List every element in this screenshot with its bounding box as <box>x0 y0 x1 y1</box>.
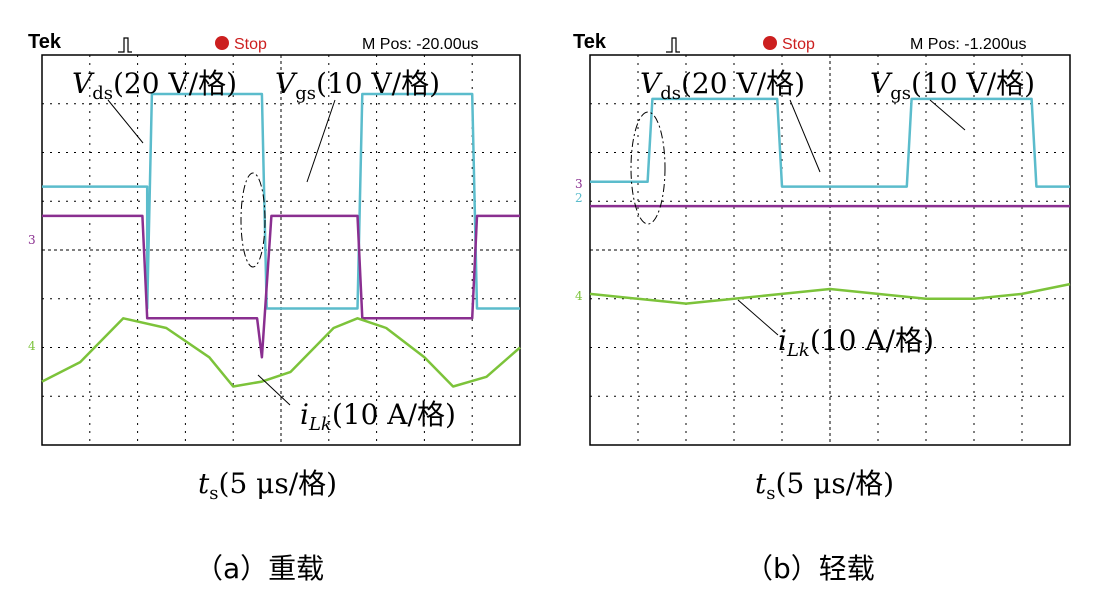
channel-4-marker: 4 <box>575 289 583 303</box>
switching-ellipse <box>630 111 666 225</box>
stop-icon <box>215 36 229 50</box>
ilk-pointer <box>737 299 779 336</box>
caption-b: （b）轻载 <box>745 552 875 585</box>
trigger-icon <box>666 37 680 53</box>
trace-ilk <box>589 282 1071 305</box>
channel-4-marker: 4 <box>28 339 36 353</box>
ilk-pointer <box>257 374 291 406</box>
ilk-label: iLk(10 A/格) <box>300 398 456 435</box>
scope-traces <box>41 92 521 388</box>
vds-pointer <box>107 99 144 144</box>
stop-icon <box>763 36 777 50</box>
scope-grid <box>41 54 521 446</box>
scope-state: Stop <box>782 36 815 53</box>
scope-grid <box>589 54 1071 446</box>
switching-ellipse <box>240 172 266 268</box>
caption-a: （a）重载 <box>195 552 324 585</box>
panel-b: Tek Stop M Pos: -1.200us 3 2 4 Vds(20 V/… <box>573 31 1071 585</box>
mpos-readout: M Pos: -20.00us <box>362 36 479 53</box>
trace-vds <box>590 97 1070 188</box>
channel-2-marker: 2 <box>575 191 583 205</box>
vds-label: Vds(20 V/格) <box>640 67 805 104</box>
vds-label: Vds(20 V/格) <box>72 67 237 104</box>
scope-brand: Tek <box>28 31 62 53</box>
panel-a: Tek Stop M Pos: -20.00us 3 4 Vds(20 V/格)… <box>28 31 521 585</box>
scope-state: Stop <box>234 36 267 53</box>
vgs-pointer <box>929 99 966 131</box>
scope-traces <box>589 97 1071 305</box>
mpos-readout: M Pos: -1.200us <box>910 36 1027 53</box>
trace-vgs <box>42 214 520 359</box>
vgs-pointer <box>306 99 336 183</box>
channel-3-marker: 3 <box>28 233 36 247</box>
trigger-icon <box>118 37 132 53</box>
trace-vds <box>42 92 520 310</box>
channel-3-marker: 3 <box>575 177 583 191</box>
trace-ilk <box>41 317 521 388</box>
vgs-label: Vgs(10 V/格) <box>275 67 440 104</box>
vds-pointer <box>789 99 821 173</box>
x-axis-label: ts(5 μs/格) <box>755 467 894 504</box>
vgs-label: Vgs(10 V/格) <box>870 67 1035 104</box>
ilk-label: iLk(10 A/格) <box>778 324 934 361</box>
scope-brand: Tek <box>573 31 607 53</box>
x-axis-label: ts(5 μs/格) <box>198 467 337 504</box>
